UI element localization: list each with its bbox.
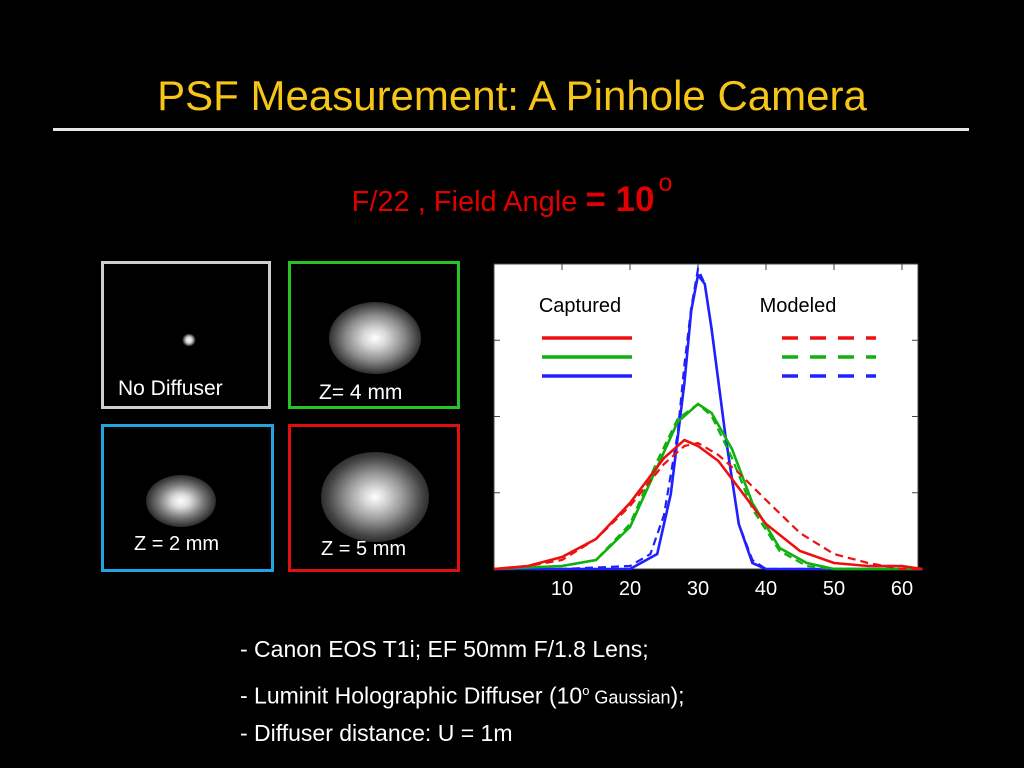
chart-svg: Captured Modeled 10 20 30 40 50 60 [493,263,923,600]
bullet-diffuser-paren: (10 [548,682,583,709]
subtitle-degree: o [658,169,673,197]
panel-label: Z = 5 mm [321,538,407,560]
psf-panel-no-diffuser: No Diffuser [101,261,271,409]
bullet-diffuser-text: - Luminit Holographic Diffuser [240,682,549,709]
bullet-diffuser-gaussian: Gaussian [589,687,671,708]
legend-modeled-label: Modeled [760,295,837,317]
panel-label: No Diffuser [118,377,223,400]
psf-spot [146,475,216,527]
modeled-curve-0 [494,265,923,571]
title-divider [53,128,969,131]
bullet-diffuser: - Luminit Holographic Diffuser (10o Gaus… [240,672,685,714]
psf-spot [321,452,429,542]
plot-area [493,263,919,570]
legend-captured-label: Captured [539,295,621,317]
captured-curve-1 [493,402,923,571]
psf-panel-z4: Z= 4 mm [288,261,460,409]
captured-curve-2 [493,438,923,571]
x-tick-label: 30 [687,578,709,600]
bullet-distance: - Diffuser distance: U = 1m [240,720,513,746]
modeled-curve-2 [493,441,923,571]
panel-label: Z= 4 mm [319,381,403,404]
slide-subtitle: F/22 , Field Angle = 10 o [0,169,1024,220]
bullet-diffuser-degree: o [582,683,590,698]
subtitle-value: = 10 [585,180,655,219]
panel-label: Z = 2 mm [134,533,220,555]
psf-panel-z2: Z = 2 mm [101,424,274,572]
x-tick-label: 20 [619,578,641,600]
psf-spot [329,302,421,374]
bullet-camera: - Canon EOS T1i; EF 50mm F/1.8 Lens; [240,636,649,662]
bullet-diffuser-end: ); [670,682,685,709]
bullet-list: - Canon EOS T1i; EF 50mm F/1.8 Lens; - L… [240,630,685,756]
x-tick-label: 60 [891,578,913,600]
captured-curve-0 [494,271,923,571]
x-tick-label: 10 [551,578,573,600]
psf-profile-chart: Captured Modeled 10 20 30 40 50 60 [490,262,940,602]
subtitle-prefix: F/22 , Field Angle [351,186,586,218]
psf-spot [182,334,196,346]
x-tick-label: 50 [823,578,845,600]
psf-panel-z5: Z = 5 mm [288,424,460,572]
slide-title: PSF Measurement: A Pinhole Camera [157,72,867,119]
x-tick-label: 40 [755,578,777,600]
